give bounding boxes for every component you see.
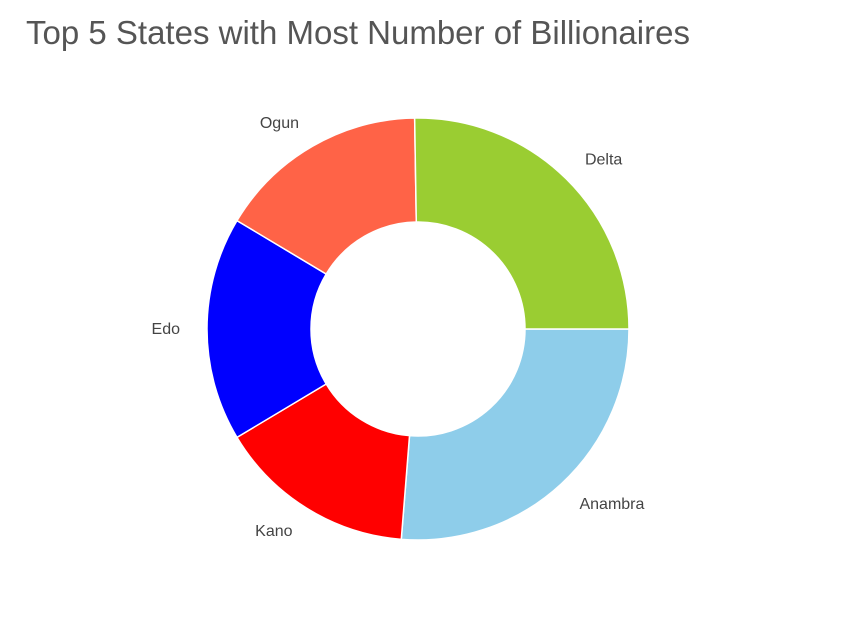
slice-label-edo: Edo <box>152 321 181 338</box>
slice-ogun <box>235 117 418 276</box>
slice-label-kano: Kano <box>255 523 292 540</box>
slice-label-anambra: Anambra <box>579 496 644 513</box>
chart-title: Top 5 States with Most Number of Billion… <box>26 14 690 51</box>
slice-label-ogun: Ogun <box>260 115 299 132</box>
slice-anambra <box>400 328 630 541</box>
slice-edo <box>206 219 328 439</box>
slice-label-delta: Delta <box>585 151 622 168</box>
slice-delta <box>413 117 630 330</box>
slices-group <box>206 117 630 541</box>
slice-kano <box>235 382 411 541</box>
labels-group: Anambra Kano Edo Ogun Delta <box>152 115 645 540</box>
